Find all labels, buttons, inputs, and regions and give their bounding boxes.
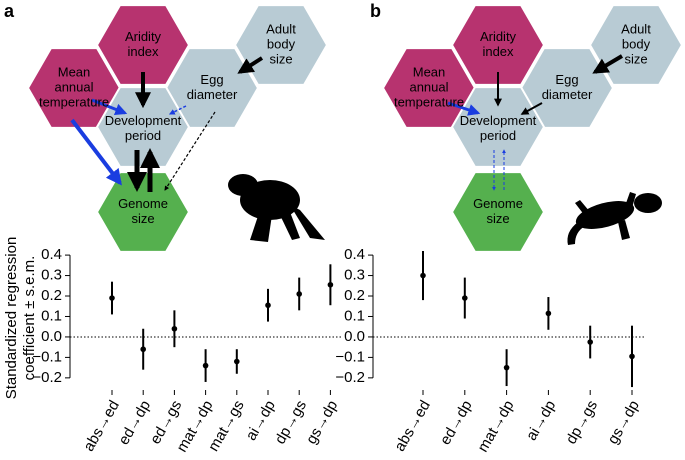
y-tick-label: 0.1 xyxy=(41,307,62,324)
node-label: Genome xyxy=(118,196,168,211)
point xyxy=(327,281,334,288)
node-label: size xyxy=(486,211,509,226)
node-label: temperature xyxy=(39,94,109,109)
y-tick-label: 0.0 xyxy=(344,328,365,345)
node-label: Egg xyxy=(200,72,223,87)
arrow xyxy=(70,118,122,186)
node-label: index xyxy=(482,44,514,59)
point xyxy=(109,295,115,301)
point xyxy=(140,346,146,353)
y-axis-label: coefficient ± s.e.m. xyxy=(21,256,38,381)
node-hexagon xyxy=(95,4,191,86)
x-tick-label: dp→gs xyxy=(563,397,601,447)
y-tick-label: 0.0 xyxy=(41,328,62,345)
y-tick-label: 0.4 xyxy=(41,246,62,263)
node-label: Adult xyxy=(266,21,296,36)
arrow xyxy=(447,101,481,116)
node-label: temperature xyxy=(394,94,464,109)
point xyxy=(296,291,303,297)
charts: 0.4 0.3 0.2 0.1 0.0 −0.1 −0.2 Standardized regr… xyxy=(3,237,645,455)
y-tick-label: −0.2 xyxy=(32,369,62,386)
node-label: diameter xyxy=(187,87,238,102)
point xyxy=(587,339,593,345)
node-label: size xyxy=(131,211,154,226)
arrow xyxy=(520,102,543,115)
node-label: Egg xyxy=(555,72,578,87)
node-hexagon xyxy=(450,4,546,86)
node-hexagon xyxy=(588,4,684,86)
y-tick-label: 0.3 xyxy=(41,267,62,284)
arrow xyxy=(237,56,264,74)
x-tick-label: mat→dp xyxy=(474,397,517,455)
node-label: index xyxy=(127,44,159,59)
arrows xyxy=(70,54,624,192)
x-tick-label: gs→dp xyxy=(604,397,642,447)
y-tick-label: −0.1 xyxy=(32,348,62,365)
y-tick-label: 0.2 xyxy=(41,287,62,304)
x-tick-label: abs→ed xyxy=(80,397,123,454)
node-hexagon xyxy=(233,4,329,86)
point xyxy=(265,302,271,309)
node-label: period xyxy=(125,128,161,143)
node-label: Mean xyxy=(413,64,446,79)
salamander-silhouette xyxy=(567,192,662,245)
y-tick-label: 0.3 xyxy=(344,267,365,284)
node-label: Adult xyxy=(621,21,651,36)
node-label: annual xyxy=(54,79,93,94)
node-label: Aridity xyxy=(480,29,517,44)
point xyxy=(629,353,635,360)
point xyxy=(420,272,426,279)
node-label: body xyxy=(622,36,651,51)
node-label: annual xyxy=(409,79,448,94)
node-label: Development xyxy=(105,113,182,128)
y-tick-label: 0.4 xyxy=(344,246,365,263)
node-label: period xyxy=(480,128,516,143)
y-tick-label: −0.2 xyxy=(335,369,365,386)
point xyxy=(545,310,552,317)
x-tick-label: ed→dp xyxy=(437,397,476,447)
node-labels: AridityindexAdultbodysizeMeanannualtempe… xyxy=(39,21,651,226)
point xyxy=(202,362,209,369)
arrow xyxy=(592,54,624,74)
y-tick-label: −0.1 xyxy=(335,348,365,365)
node-label: diameter xyxy=(542,87,593,102)
y-tick-label: 0.2 xyxy=(344,287,365,304)
y-axis-label: Standardized regression xyxy=(3,237,20,400)
y-tick-label: 0.1 xyxy=(344,307,365,324)
panel-label: a xyxy=(4,1,15,21)
point xyxy=(171,325,178,332)
point xyxy=(462,295,468,301)
x-tick-label: gs→dp xyxy=(303,397,341,447)
point xyxy=(503,364,510,371)
point xyxy=(234,358,240,365)
node-label: size xyxy=(269,51,292,66)
x-tick-label: abs→ed xyxy=(391,397,434,454)
x-tick-label: ai→dp xyxy=(523,397,559,443)
arrow xyxy=(168,105,187,115)
node-label: Aridity xyxy=(125,29,162,44)
arrow xyxy=(164,111,216,191)
node-label: Genome xyxy=(473,196,523,211)
node-label: Development xyxy=(460,113,537,128)
arrow xyxy=(91,98,128,116)
node-label: Mean xyxy=(58,64,91,79)
panel-label: b xyxy=(370,1,381,21)
node-label: size xyxy=(624,51,647,66)
node-label: body xyxy=(267,36,296,51)
frog-silhouette xyxy=(228,174,325,242)
node-hexagon xyxy=(450,171,546,253)
